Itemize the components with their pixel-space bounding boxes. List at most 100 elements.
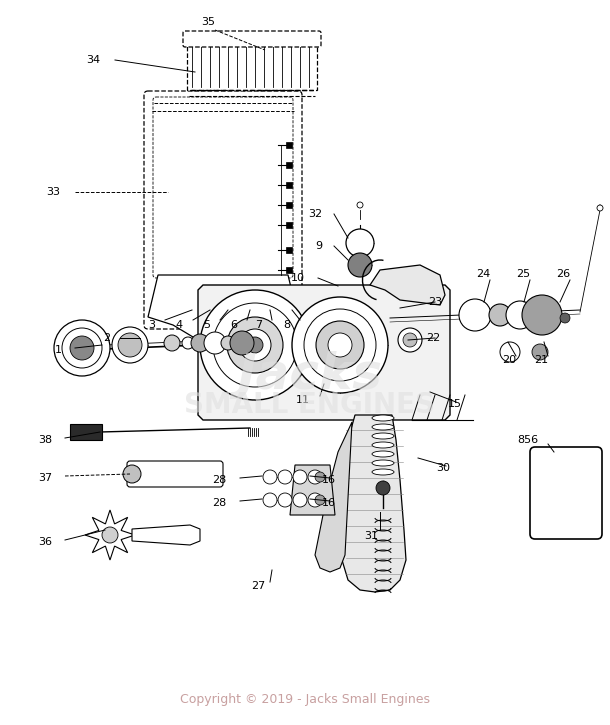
Circle shape <box>304 309 376 381</box>
Text: 11: 11 <box>296 395 310 405</box>
FancyBboxPatch shape <box>127 461 223 487</box>
Circle shape <box>54 320 110 376</box>
Circle shape <box>263 493 277 507</box>
Circle shape <box>278 470 292 484</box>
Bar <box>286 182 292 188</box>
Circle shape <box>70 336 94 360</box>
Bar <box>286 142 292 148</box>
Polygon shape <box>198 285 450 420</box>
Text: D: D <box>562 504 570 514</box>
Circle shape <box>532 344 548 360</box>
Circle shape <box>403 333 417 347</box>
Circle shape <box>204 332 226 354</box>
Circle shape <box>308 493 322 507</box>
Polygon shape <box>315 422 352 572</box>
FancyBboxPatch shape <box>144 91 302 329</box>
Circle shape <box>292 297 388 393</box>
Text: 27: 27 <box>251 581 265 591</box>
Polygon shape <box>85 510 135 560</box>
Text: 2: 2 <box>103 333 110 343</box>
Text: 25: 25 <box>516 269 530 279</box>
Circle shape <box>239 329 271 361</box>
Text: C: C <box>562 476 570 486</box>
Circle shape <box>308 470 322 484</box>
Text: 31: 31 <box>364 531 378 541</box>
Ellipse shape <box>372 442 394 448</box>
Text: 7: 7 <box>255 320 262 330</box>
Text: 34: 34 <box>86 55 100 65</box>
Circle shape <box>221 336 235 350</box>
Text: 30: 30 <box>436 463 450 473</box>
Circle shape <box>348 253 372 277</box>
Text: 8: 8 <box>283 320 290 330</box>
Text: 28: 28 <box>212 475 226 485</box>
Circle shape <box>123 465 141 483</box>
Circle shape <box>230 331 254 355</box>
Polygon shape <box>203 343 243 397</box>
Circle shape <box>357 202 363 208</box>
Circle shape <box>489 304 511 326</box>
Circle shape <box>293 470 307 484</box>
Circle shape <box>328 333 352 357</box>
Text: O: O <box>562 490 570 500</box>
Circle shape <box>278 493 292 507</box>
FancyBboxPatch shape <box>530 447 602 539</box>
Text: 9: 9 <box>315 241 322 251</box>
Text: A: A <box>562 462 570 472</box>
Text: 32: 32 <box>308 209 322 219</box>
Bar <box>286 267 292 273</box>
Ellipse shape <box>372 424 394 430</box>
Circle shape <box>315 495 325 505</box>
Text: 23: 23 <box>428 297 442 307</box>
Text: 4: 4 <box>176 320 183 330</box>
Text: 35: 35 <box>201 17 215 27</box>
Text: 28: 28 <box>212 498 226 508</box>
Text: 10: 10 <box>291 273 305 283</box>
Polygon shape <box>132 525 200 545</box>
Polygon shape <box>148 275 298 343</box>
Circle shape <box>293 493 307 507</box>
Ellipse shape <box>372 415 394 421</box>
Circle shape <box>102 527 118 543</box>
Text: 5: 5 <box>203 320 210 330</box>
Circle shape <box>522 295 562 335</box>
Polygon shape <box>290 465 335 515</box>
Circle shape <box>263 470 277 484</box>
Circle shape <box>191 334 209 352</box>
Circle shape <box>182 337 194 349</box>
Bar <box>286 247 292 253</box>
Text: 33: 33 <box>46 187 60 197</box>
Text: 24: 24 <box>476 269 490 279</box>
Polygon shape <box>340 415 406 592</box>
Circle shape <box>506 301 534 329</box>
Circle shape <box>164 335 180 351</box>
Text: 3: 3 <box>148 320 155 330</box>
Ellipse shape <box>372 460 394 466</box>
Text: 20: 20 <box>502 355 516 365</box>
Text: 37: 37 <box>38 473 52 483</box>
Text: Jacks: Jacks <box>237 351 382 399</box>
Text: 16: 16 <box>322 498 336 508</box>
Text: 15: 15 <box>448 399 462 409</box>
Circle shape <box>459 299 491 331</box>
Text: Copyright © 2019 - Jacks Small Engines: Copyright © 2019 - Jacks Small Engines <box>180 694 430 706</box>
Circle shape <box>346 229 374 257</box>
Circle shape <box>376 481 390 495</box>
Circle shape <box>247 337 263 353</box>
Text: 26: 26 <box>556 269 570 279</box>
Circle shape <box>500 342 520 362</box>
Bar <box>286 202 292 208</box>
Bar <box>286 162 292 168</box>
Circle shape <box>227 317 283 373</box>
Polygon shape <box>370 265 445 305</box>
Circle shape <box>62 328 102 368</box>
Text: 36: 36 <box>38 537 52 547</box>
Ellipse shape <box>372 451 394 457</box>
Circle shape <box>118 333 142 357</box>
Circle shape <box>316 321 364 369</box>
Text: 16: 16 <box>322 475 336 485</box>
Text: 38: 38 <box>38 435 52 445</box>
Circle shape <box>560 313 570 323</box>
Text: 856: 856 <box>517 435 538 445</box>
Text: 1: 1 <box>55 345 62 355</box>
